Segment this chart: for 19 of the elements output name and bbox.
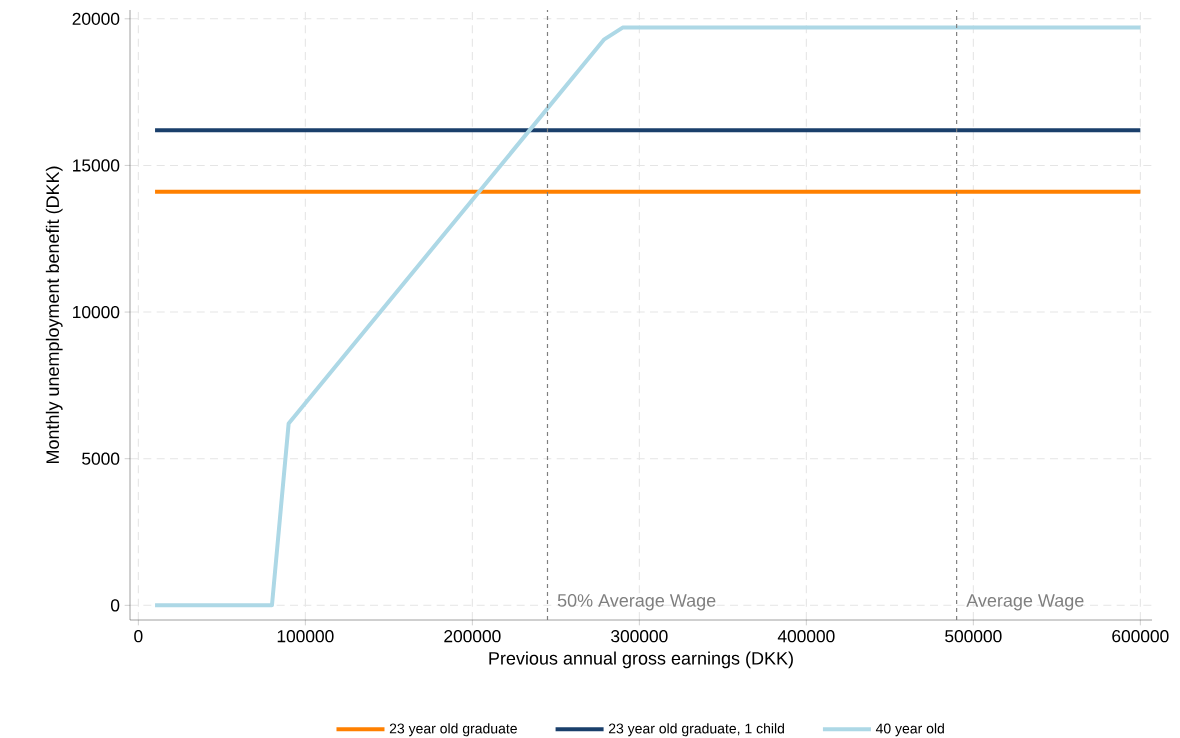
ref-line-label: 50% Average Wage <box>557 594 716 611</box>
x-tick-label: 600000 <box>1112 630 1169 643</box>
x-tick-label: 200000 <box>444 630 501 643</box>
x-tick-label: 400000 <box>777 630 835 643</box>
y-tick-label: 10000 <box>73 305 120 319</box>
y-tick-label: 15000 <box>73 159 120 172</box>
legend-label: 40 year old <box>875 723 944 737</box>
legend-label: 23 year old graduate, 1 child <box>608 723 784 737</box>
x-tick-label: 300000 <box>611 630 668 643</box>
y-tick-label: 5000 <box>82 452 120 465</box>
ref-line-label: Average Wage <box>966 594 1084 611</box>
x-axis-title: Previous annual gross earnings (DKK) <box>489 651 793 669</box>
legend-label: 23 year old graduate <box>389 723 517 737</box>
x-tick-label: 100000 <box>277 630 334 643</box>
x-tick-label: 0 <box>134 630 143 643</box>
y-tick-label: 20000 <box>72 12 120 25</box>
x-tick-label: 500000 <box>945 630 1002 643</box>
y-tick-label: 0 <box>110 599 120 612</box>
y-axis-title: Monthly unemployment benefit (DKK) <box>45 166 63 464</box>
